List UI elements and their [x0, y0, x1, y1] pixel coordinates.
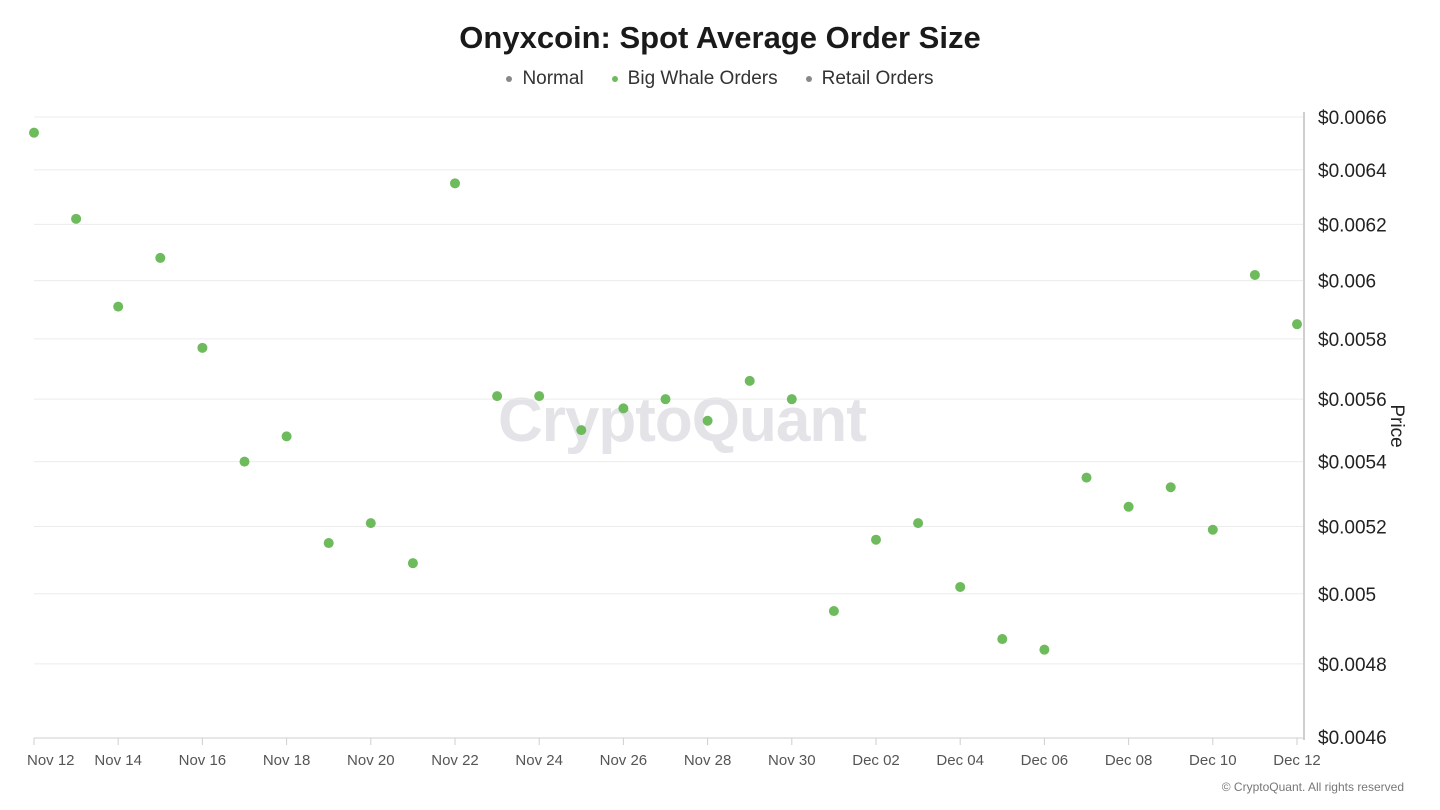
data-point	[281, 431, 292, 442]
y-axis-label: Price	[1386, 404, 1407, 447]
x-tick-label: Nov 18	[263, 752, 311, 769]
x-tick-label: Nov 26	[600, 752, 648, 769]
y-tick-label: $0.005	[1318, 585, 1376, 606]
data-point	[997, 634, 1008, 645]
data-point	[407, 558, 418, 569]
legend-label: Big Whale Orders	[627, 68, 778, 89]
x-tick-label: Nov 28	[684, 752, 732, 769]
x-tick-label: Dec 10	[1189, 752, 1237, 769]
x-tick-label: Nov 14	[94, 752, 142, 769]
legend-dot-icon	[506, 76, 513, 82]
data-point	[534, 391, 545, 402]
y-tick-label: $0.0048	[1318, 655, 1387, 676]
data-point	[492, 391, 503, 402]
data-point	[1123, 501, 1134, 512]
data-point	[239, 456, 250, 467]
x-tick-label: Nov 22	[431, 752, 479, 769]
data-point	[618, 403, 629, 414]
data-point	[113, 301, 124, 312]
chart-legend: Normal Big Whale Orders Retail Orders	[0, 68, 1440, 90]
y-tick-label: $0.0066	[1318, 108, 1387, 129]
y-tick-label: $0.0058	[1318, 330, 1387, 351]
data-point	[1165, 482, 1176, 493]
data-point	[1039, 644, 1050, 655]
data-point	[702, 415, 713, 426]
y-tick-label: $0.0054	[1318, 453, 1387, 474]
data-point	[71, 213, 82, 224]
data-point	[1292, 319, 1302, 330]
legend-dot-icon	[611, 76, 618, 82]
legend-item-normal[interactable]: Normal	[506, 68, 584, 90]
x-tick-label: Nov 16	[179, 752, 227, 769]
data-point	[744, 375, 755, 386]
data-point	[955, 581, 966, 592]
data-point	[1207, 524, 1218, 535]
y-tick-label: $0.0056	[1318, 390, 1387, 411]
legend-item-big-whale-orders[interactable]: Big Whale Orders	[611, 68, 778, 90]
data-point	[29, 127, 39, 138]
data-point	[913, 518, 924, 529]
x-tick-label: Nov 24	[515, 752, 563, 769]
legend-dot-icon	[805, 76, 812, 82]
x-tick-label: Dec 08	[1105, 752, 1153, 769]
y-tick-label: $0.006	[1318, 272, 1376, 293]
data-point	[155, 252, 166, 263]
y-tick-label: $0.0062	[1318, 215, 1387, 236]
data-point	[871, 534, 881, 545]
data-point	[197, 342, 208, 353]
y-tick-label: $0.0046	[1318, 728, 1387, 749]
chart-title: Onyxcoin: Spot Average Order Size	[459, 20, 981, 55]
data-point	[1081, 472, 1092, 483]
data-point	[576, 425, 587, 436]
x-tick-label: Dec 02	[852, 752, 900, 769]
data-point	[1249, 269, 1260, 280]
legend-item-retail-orders[interactable]: Retail Orders	[805, 68, 934, 90]
legend-label: Normal	[522, 68, 584, 89]
legend-label: Retail Orders	[821, 68, 934, 89]
x-tick-label: Nov 30	[768, 752, 816, 769]
y-tick-label: $0.0052	[1318, 517, 1387, 538]
copyright-text: © CryptoQuant. All rights reserved	[1221, 780, 1404, 794]
x-tick-label: Nov 12	[27, 752, 75, 769]
y-tick-label: $0.0064	[1318, 161, 1387, 182]
data-point	[323, 538, 334, 549]
data-point	[786, 394, 797, 405]
x-tick-label: Nov 20	[347, 752, 395, 769]
data-point	[660, 394, 671, 405]
data-point	[450, 178, 460, 189]
data-point	[828, 606, 839, 617]
data-point	[365, 518, 376, 529]
x-tick-label: Dec 12	[1273, 752, 1321, 769]
x-tick-label: Dec 04	[936, 752, 984, 769]
x-tick-label: Dec 06	[1021, 752, 1069, 769]
